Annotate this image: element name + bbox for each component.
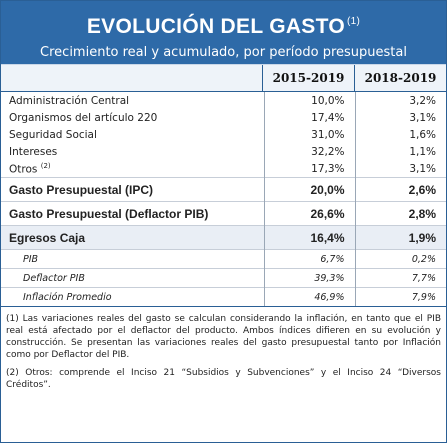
table-row-sub: Inflación Promedio 46,9% 7,9% bbox=[1, 287, 446, 307]
page-subtitle: Crecimiento real y acumulado, por períod… bbox=[40, 45, 407, 60]
row-label: Gasto Presupuestal (Deflactor PIB) bbox=[1, 201, 264, 226]
table-row: Administración Central 10,0% 3,2% bbox=[1, 92, 446, 109]
row-label: Otros (2) bbox=[1, 160, 264, 178]
column-header-2015-2019: 2015-2019 bbox=[262, 65, 354, 91]
footnotes: (1) Las variaciones reales del gasto se … bbox=[1, 307, 446, 391]
row-label: Seguridad Social bbox=[9, 128, 97, 141]
row-value-2018-2019: 1,9% bbox=[354, 225, 446, 250]
table-row-total: Gasto Presupuestal (Deflactor PIB) 26,6%… bbox=[1, 201, 446, 226]
row-footnote-ref: (2) bbox=[40, 161, 51, 170]
row-value-2015-2019: 31,0% bbox=[263, 126, 355, 143]
row-value-2015-2019: 46,9% bbox=[263, 287, 355, 307]
row-value-2018-2019: 7,7% bbox=[354, 268, 446, 288]
row-value-2018-2019: 7,9% bbox=[354, 287, 446, 307]
row-value-2018-2019: 2,8% bbox=[354, 201, 446, 226]
row-value-2018-2019: 0,2% bbox=[354, 249, 446, 269]
data-table: Administración Central 10,0% 3,2% Organi… bbox=[1, 92, 446, 307]
row-value-2018-2019: 1,6% bbox=[354, 126, 446, 143]
row-label: Egresos Caja bbox=[1, 225, 264, 250]
row-value-2018-2019: 3,2% bbox=[354, 92, 446, 109]
row-value-2015-2019: 10,0% bbox=[263, 92, 355, 109]
row-value-2015-2019: 17,3% bbox=[263, 160, 355, 178]
row-value-2018-2019: 1,1% bbox=[354, 143, 446, 160]
table-row: Otros (2) 17,3% 3,1% bbox=[1, 160, 446, 178]
row-value-2015-2019: 20,0% bbox=[263, 177, 355, 202]
row-value-2015-2019: 17,4% bbox=[263, 109, 355, 126]
row-value-2015-2019: 6,7% bbox=[263, 249, 355, 269]
footnote-2: (2) Otros: comprende el Inciso 21 “Subsi… bbox=[6, 368, 441, 390]
row-label: Deflactor PIB bbox=[1, 268, 264, 288]
table-header: EVOLUCIÓN DEL GASTO (1) Crecimiento real … bbox=[1, 1, 446, 65]
row-value-2018-2019: 3,1% bbox=[354, 109, 446, 126]
row-value-2018-2019: 3,1% bbox=[354, 160, 446, 178]
table-row-total: Gasto Presupuestal (IPC) 20,0% 2,6% bbox=[1, 177, 446, 202]
row-label: Organismos del artículo 220 bbox=[9, 111, 158, 124]
column-header-row: 2015-2019 2018-2019 bbox=[1, 65, 446, 92]
title-text: EVOLUCIÓN DEL GASTO bbox=[86, 15, 345, 38]
column-header-spacer bbox=[1, 65, 262, 91]
row-label-text: Otros bbox=[9, 163, 38, 176]
row-value-2018-2019: 2,6% bbox=[354, 177, 446, 202]
table-row-sub: PIB 6,7% 0,2% bbox=[1, 249, 446, 269]
page-title: EVOLUCIÓN DEL GASTO (1) bbox=[1, 1, 446, 39]
table-row-total: Egresos Caja 16,4% 1,9% bbox=[1, 225, 446, 250]
title-footnote-ref: (1) bbox=[347, 16, 361, 27]
row-value-2015-2019: 16,4% bbox=[263, 225, 355, 250]
row-label: PIB bbox=[1, 249, 264, 269]
row-value-2015-2019: 39,3% bbox=[263, 268, 355, 288]
table-row: Seguridad Social 31,0% 1,6% bbox=[1, 126, 446, 143]
column-header-2018-2019: 2018-2019 bbox=[354, 65, 446, 91]
row-label: Gasto Presupuestal (IPC) bbox=[1, 177, 264, 202]
row-value-2015-2019: 32,2% bbox=[263, 143, 355, 160]
row-label: Inflación Promedio bbox=[1, 287, 264, 307]
table-row: Organismos del artículo 220 17,4% 3,1% bbox=[1, 109, 446, 126]
row-label: Administración Central bbox=[9, 94, 130, 107]
footnote-1: (1) Las variaciones reales del gasto se … bbox=[6, 314, 441, 360]
table-row-sub: Deflactor PIB 39,3% 7,7% bbox=[1, 268, 446, 288]
row-label: Intereses bbox=[9, 145, 58, 158]
table-row: Intereses 32,2% 1,1% bbox=[1, 143, 446, 160]
row-value-2015-2019: 26,6% bbox=[263, 201, 355, 226]
